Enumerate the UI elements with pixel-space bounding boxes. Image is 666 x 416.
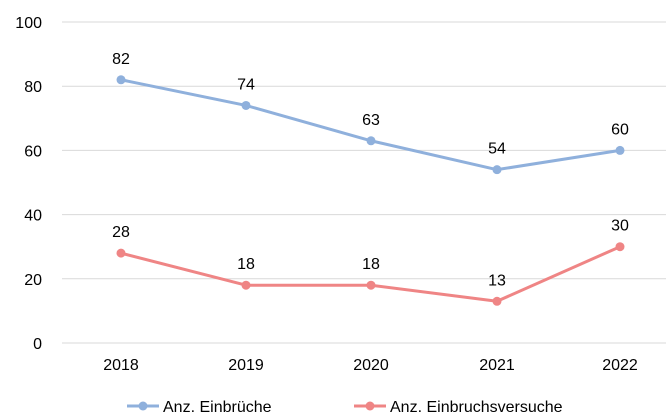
gridlines: [62, 21, 666, 344]
series-group: 82 74 63 54 60 28 18 18 13 30: [112, 51, 629, 306]
data-label: 63: [362, 112, 380, 129]
x-tick-label: 2021: [479, 357, 515, 374]
legend-label: Anz. Einbrüche: [163, 399, 272, 416]
data-label: 82: [112, 51, 130, 68]
data-label: 54: [488, 141, 506, 158]
x-axis-ticks: 2018 2019 2020 2021 2022: [103, 357, 638, 374]
data-point: [492, 296, 502, 306]
data-label: 28: [112, 224, 130, 241]
y-axis-ticks: 0 20 40 60 80 100: [15, 15, 42, 353]
y-tick-label: 80: [24, 79, 42, 96]
data-point: [241, 280, 251, 290]
data-point: [615, 242, 625, 252]
data-point: [116, 75, 126, 85]
data-point: [366, 136, 376, 146]
series-1: 82 74 63 54 60: [112, 51, 629, 175]
y-tick-label: 0: [33, 336, 42, 353]
legend-label: Anz. Einbruchsversuche: [390, 399, 563, 416]
legend-item-1: Anz. Einbrüche: [127, 399, 272, 416]
y-tick-label: 60: [24, 143, 42, 160]
y-tick-label: 40: [24, 208, 42, 225]
data-label: 18: [362, 256, 380, 273]
data-label: 60: [611, 121, 629, 138]
data-label: 74: [237, 76, 255, 93]
data-label: 13: [488, 272, 506, 289]
data-label: 18: [237, 256, 255, 273]
legend-item-2: Anz. Einbruchsversuche: [354, 399, 563, 416]
x-tick-label: 2020: [353, 357, 389, 374]
data-point: [116, 248, 126, 258]
series-line-2: [120, 245, 621, 303]
legend-swatch-marker: [365, 401, 375, 411]
series-2: 28 18 18 13 30: [112, 218, 629, 306]
y-tick-label: 20: [24, 272, 42, 289]
y-tick-label: 100: [15, 15, 42, 32]
data-label: 30: [611, 218, 629, 235]
x-tick-label: 2018: [103, 357, 139, 374]
legend-swatch-marker: [138, 401, 148, 411]
data-point: [492, 165, 502, 175]
x-tick-label: 2019: [228, 357, 264, 374]
data-point: [615, 145, 625, 155]
data-point: [366, 280, 376, 290]
data-point: [241, 100, 251, 110]
x-tick-label: 2022: [602, 357, 638, 374]
legend: Anz. Einbrüche Anz. Einbruchsversuche: [127, 399, 563, 416]
